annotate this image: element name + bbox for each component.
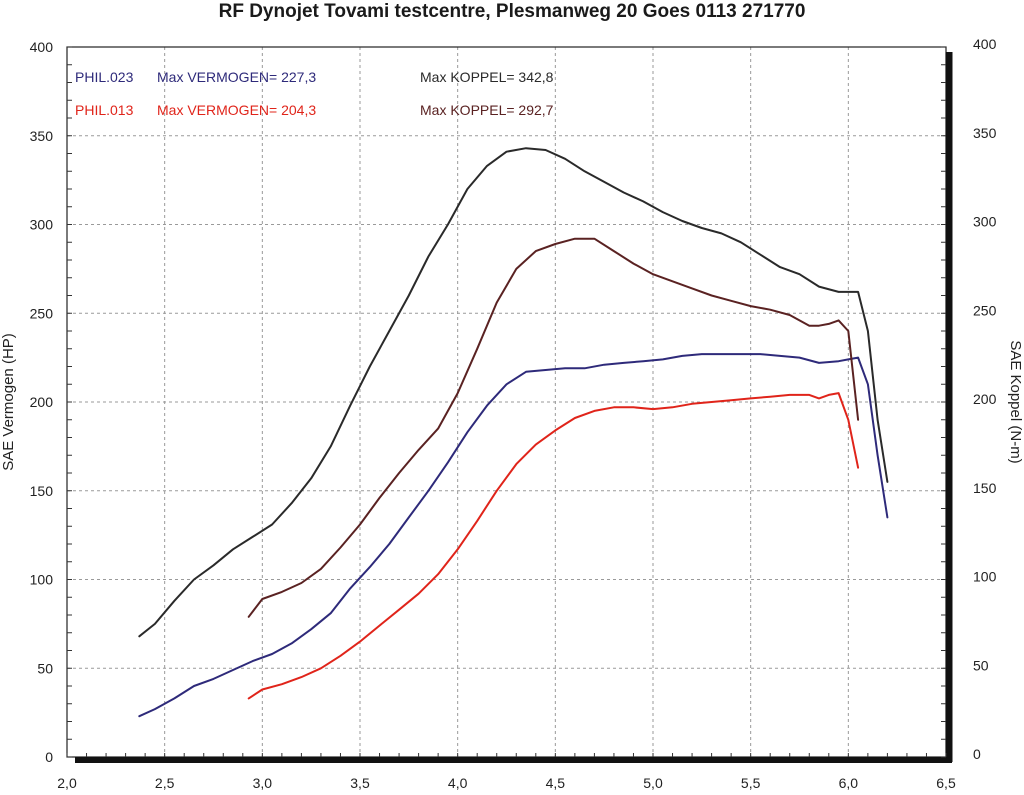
y2-tick-label: 200	[973, 391, 997, 407]
legend: PHIL.023 Max VERMOGEN= 227,3 Max KOPPEL= 3…	[75, 69, 554, 118]
chart-title: RF Dynojet Tovami testcentre, Plesmanweg…	[219, 1, 806, 22]
legend-max-torque: Max KOPPEL= 292,7	[420, 102, 554, 118]
y-tick-label: 0	[45, 749, 53, 765]
y2-tick-label: 0	[973, 746, 981, 762]
y2-tick-label: 50	[973, 657, 989, 673]
y2-tick-label: 300	[973, 214, 997, 230]
legend-max-power: Max VERMOGEN= 227,3	[157, 69, 316, 85]
series-line-phil023_torque	[138, 147, 889, 638]
series-line-phil013_torque	[247, 237, 860, 618]
x-tick-label: 3,5	[350, 775, 370, 791]
x-tick-label: 3,0	[253, 775, 273, 791]
y-tick-label: 100	[30, 572, 54, 588]
series-line-phil013_power	[247, 392, 860, 700]
x-tick-label: 5,0	[643, 775, 663, 791]
series-line-phil023_power	[138, 353, 889, 718]
y-tick-label: 400	[30, 39, 54, 55]
legend-run-label: PHIL.023	[75, 69, 134, 85]
axis-layer: 0 50 100 150 200 250 300 350 400 0 50 100 150 200 250 3…	[0, 36, 1024, 791]
y2-tick-label: 400	[973, 36, 997, 52]
legend-run-label: PHIL.013	[75, 102, 134, 118]
y-tick-label: 200	[30, 394, 54, 410]
x-tick-label: 5,5	[741, 775, 761, 791]
x-tick-label: 4,0	[448, 775, 468, 791]
y-axis-title: SAE Vermogen (HP)	[0, 333, 17, 471]
x-tick-label: 6,5	[936, 775, 956, 791]
y-tick-label: 300	[30, 217, 54, 233]
y-tick-label: 250	[30, 305, 54, 321]
y2-tick-label: 150	[973, 480, 997, 496]
y2-tick-label: 100	[973, 569, 997, 585]
grid-layer	[67, 47, 946, 757]
x-tick-label: 2,5	[155, 775, 175, 791]
y-tick-label: 50	[37, 660, 53, 676]
y2-axis-title: SAE Koppel (N-m)	[1007, 340, 1024, 463]
legend-max-torque: Max KOPPEL= 342,8	[420, 69, 554, 85]
legend-max-power: Max VERMOGEN= 204,3	[157, 102, 316, 118]
y2-tick-label: 350	[973, 125, 997, 141]
y-tick-label: 150	[30, 483, 54, 499]
y2-tick-label: 250	[973, 302, 997, 318]
x-tick-label: 4,5	[546, 775, 566, 791]
x-tick-label: 2,0	[57, 775, 77, 791]
y-tick-label: 350	[30, 128, 54, 144]
series-layer	[138, 147, 889, 718]
x-tick-label: 6,0	[839, 775, 859, 791]
